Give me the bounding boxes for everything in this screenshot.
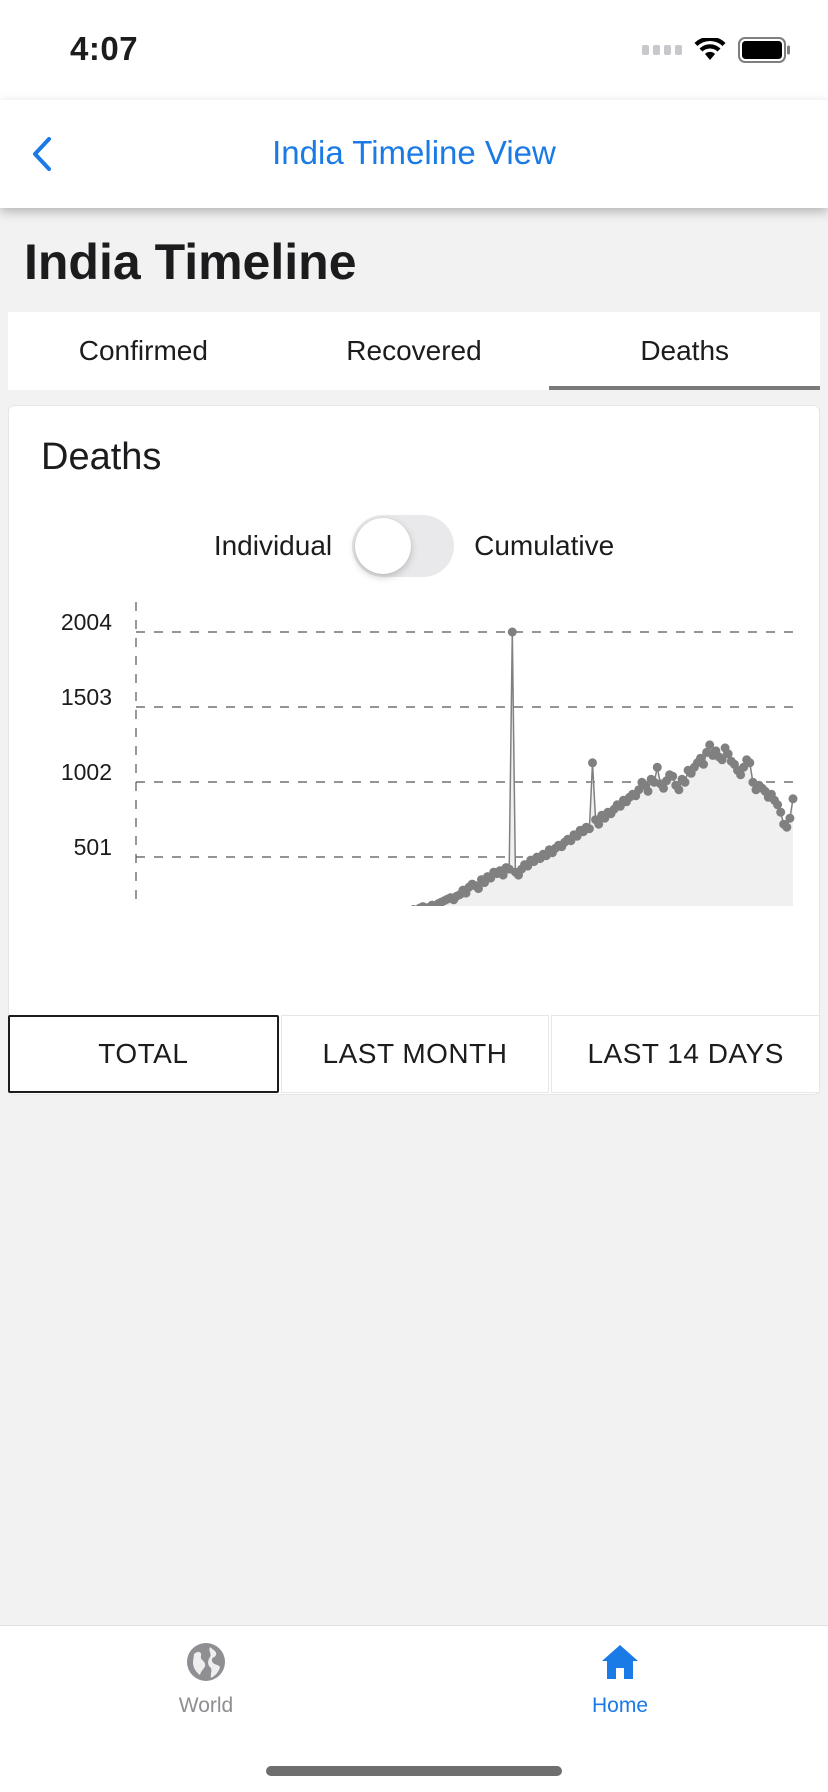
series-area (430, 632, 793, 906)
nav-title: India Timeline View (272, 134, 556, 171)
view-toggle-row: Individual Cumulative (9, 514, 819, 578)
y-tick-label: 2004 (61, 609, 112, 635)
data-point (652, 762, 662, 772)
globe-icon (187, 1643, 225, 1681)
data-point (659, 783, 668, 793)
tab-bar: World Home (0, 1625, 828, 1792)
tabbar-item-world[interactable]: World (126, 1642, 286, 1718)
toggle-label-cumulative: Cumulative (474, 530, 615, 561)
data-point (498, 870, 508, 880)
data-point (584, 824, 594, 834)
tabbar-label-world: World (178, 1694, 234, 1717)
cellular-signal-icon (642, 45, 682, 55)
tab-deaths[interactable]: Deaths (549, 312, 820, 390)
tabbar-item-home[interactable]: Home (540, 1642, 700, 1718)
battery-icon (738, 37, 790, 63)
status-time: 4:07 (70, 30, 139, 67)
data-point (699, 759, 708, 769)
data-point (705, 740, 715, 750)
data-point (723, 749, 733, 759)
y-tick-label: 1503 (61, 684, 112, 710)
data-point (410, 905, 417, 906)
status-bar: 4:07 (0, 0, 828, 100)
back-button[interactable] (22, 130, 62, 178)
page-title: India Timeline (24, 234, 357, 290)
data-point (674, 785, 684, 795)
home-indicator (266, 1766, 562, 1776)
data-point (782, 822, 792, 832)
cumulative-switch[interactable] (352, 515, 455, 577)
tab-confirmed[interactable]: Confirmed (78, 335, 208, 366)
y-tick-label: 1002 (61, 759, 112, 785)
wifi-icon (694, 38, 726, 60)
house-icon (602, 1645, 638, 1679)
range-last-month-button[interactable]: LAST MONTH (280, 1015, 550, 1093)
metric-tabs: Confirmed Recovered Deaths (8, 312, 820, 390)
data-point (473, 884, 483, 894)
data-point (736, 770, 746, 780)
range-selector: TOTAL LAST MONTH LAST 14 DAYS (8, 1015, 821, 1093)
navigation-bar: India Timeline View (0, 100, 828, 208)
data-point (588, 758, 597, 768)
data-point (788, 794, 798, 804)
data-point (776, 807, 786, 817)
chevron-left-icon (33, 137, 51, 171)
deaths-chart: 2004150310025010 (61, 602, 798, 906)
data-point (785, 813, 795, 823)
chart-card: Deaths Individual Cumulative 2004 1503 100… (8, 405, 820, 1095)
range-total-button[interactable]: TOTAL (8, 1015, 279, 1093)
switch-knob (355, 518, 412, 574)
data-point (594, 819, 604, 829)
data-point (717, 755, 727, 765)
data-point (643, 786, 653, 796)
card-title: Deaths (41, 436, 162, 478)
toggle-label-individual: Individual (213, 530, 333, 561)
data-point (745, 758, 755, 768)
y-tick-label: 501 (74, 834, 112, 860)
status-icons (642, 34, 792, 66)
data-point (507, 627, 517, 637)
data-point (773, 800, 783, 810)
data-point (680, 777, 690, 787)
tab-recovered[interactable]: Recovered (346, 335, 482, 366)
range-last-14-days-button[interactable]: LAST 14 DAYS (551, 1015, 821, 1093)
tabbar-label-home: Home (591, 1694, 649, 1717)
data-point (668, 771, 678, 781)
data-point (739, 762, 749, 772)
